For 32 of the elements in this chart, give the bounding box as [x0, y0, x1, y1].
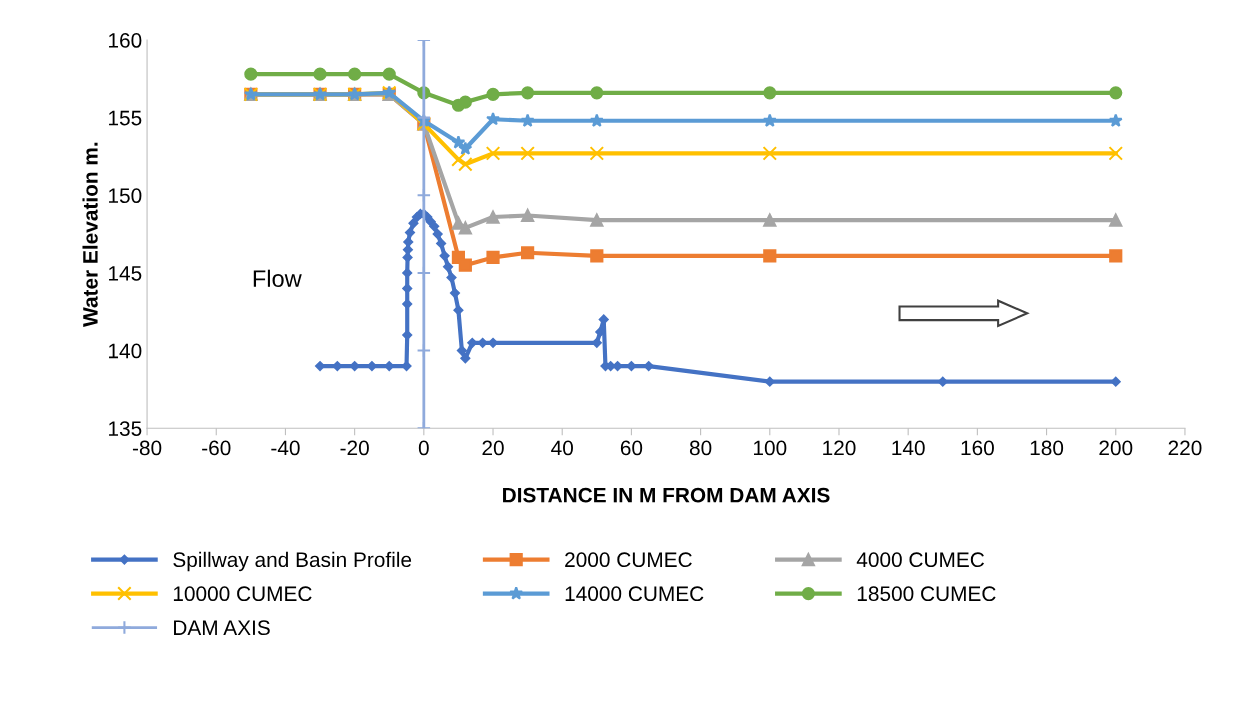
x-tick-label: 220: [1168, 440, 1202, 456]
x-tick-label: 180: [1030, 440, 1064, 456]
x-tick-label: 60: [620, 440, 643, 456]
x-tick-label: 120: [823, 440, 856, 456]
y-tick-label: 155: [109, 110, 142, 126]
x-tick-label: 160: [961, 440, 994, 456]
legend-label: 10000 CUMEC: [173, 586, 312, 602]
legend-label: 2000 CUMEC: [565, 552, 692, 568]
y-tick-label: 150: [109, 188, 142, 204]
x-tick-label: -80: [132, 440, 162, 456]
y-tick-label: 135: [109, 421, 142, 436]
x-tick-label: -40: [271, 440, 300, 456]
y-tick-label: 140: [109, 343, 142, 359]
y-axis-title: Water Elevation m.: [82, 142, 98, 327]
x-axis-title: DISTANCE IN M FROM DAM AXIS: [503, 487, 830, 503]
x-tick-label: 0: [418, 440, 429, 456]
x-tick-label: 100: [754, 440, 787, 456]
x-tick-label: 40: [551, 440, 573, 456]
legend-label: DAM AXIS: [174, 620, 270, 636]
x-tick-label: -60: [202, 440, 231, 456]
legend-label: 18500 CUMEC: [857, 586, 996, 602]
x-tick-label: 140: [892, 440, 925, 456]
x-tick-label: 80: [689, 440, 712, 456]
x-tick-label: 20: [482, 440, 504, 456]
y-tick-label: 160: [109, 33, 142, 48]
legend-label: 4000 CUMEC: [856, 552, 985, 568]
annotation: Flow: [253, 269, 302, 288]
x-tick-label: 200: [1099, 440, 1133, 456]
x-tick-label: -20: [340, 440, 369, 456]
y-tick-label: 145: [109, 266, 142, 281]
legend-label: Spillway and Basin Profile: [173, 551, 412, 572]
legend-label: 14000 CUMEC: [565, 586, 704, 602]
